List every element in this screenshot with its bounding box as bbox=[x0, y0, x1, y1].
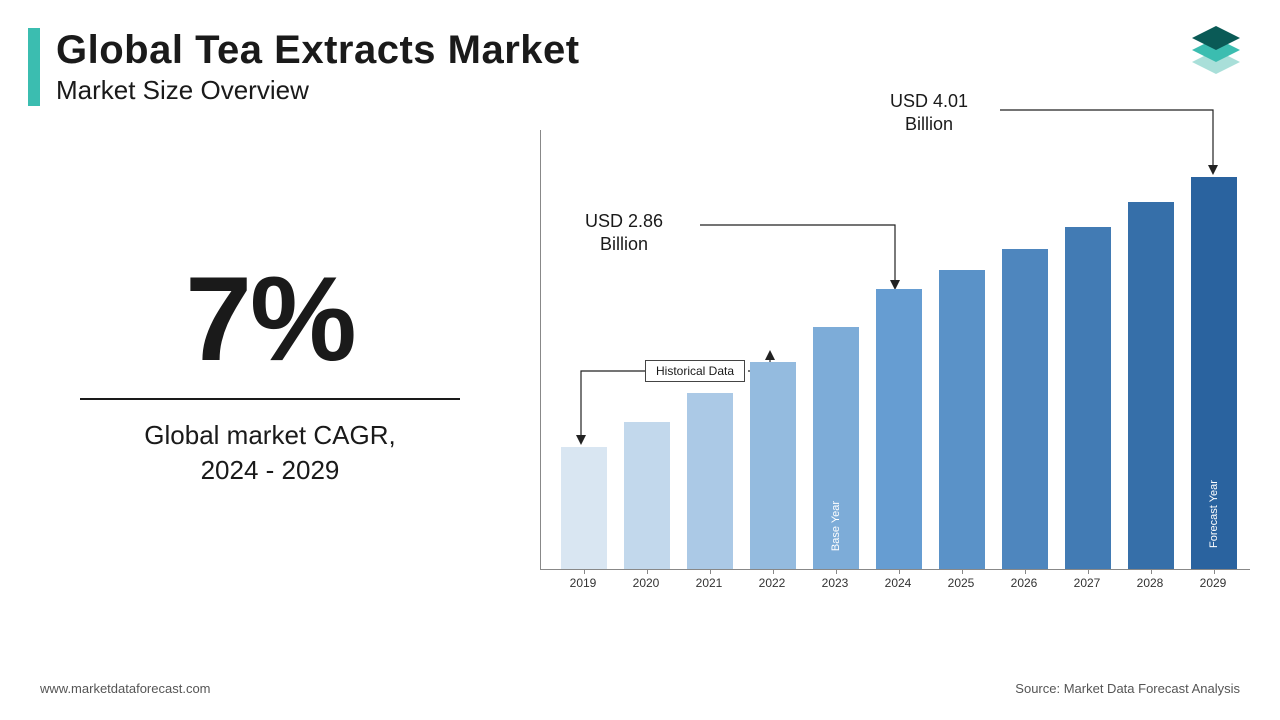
x-axis-year: 2021 bbox=[696, 576, 723, 590]
x-tick bbox=[773, 569, 774, 574]
chart-bar bbox=[1002, 249, 1048, 569]
x-tick bbox=[899, 569, 900, 574]
x-tick bbox=[1088, 569, 1089, 574]
stat-divider bbox=[80, 398, 460, 400]
x-tick bbox=[584, 569, 585, 574]
chart-bar bbox=[1128, 202, 1174, 569]
chart-bar bbox=[876, 289, 922, 569]
chart-x-axis-labels: 2019 2020 2021 2022 2023 2024 2025 2026 2027 2028… bbox=[540, 576, 1250, 596]
x-tick bbox=[710, 569, 711, 574]
cagr-caption-line2: 2024 - 2029 bbox=[201, 455, 340, 485]
callout-end-line1: USD 4.01 bbox=[890, 91, 968, 111]
bar-inner-label: Forecast Year bbox=[1208, 480, 1220, 548]
chart-bar: Forecast Year bbox=[1191, 177, 1237, 569]
chart-bar bbox=[939, 270, 985, 569]
market-size-chart: USD 2.86 Billion USD 4.01 Billion Histor… bbox=[540, 90, 1250, 610]
chart-bar: Base Year bbox=[813, 327, 859, 569]
x-axis-year: 2025 bbox=[948, 576, 975, 590]
x-axis-year: 2027 bbox=[1074, 576, 1101, 590]
x-axis-year: 2029 bbox=[1200, 576, 1227, 590]
cagr-caption: Global market CAGR, 2024 - 2029 bbox=[60, 418, 480, 488]
x-axis-year: 2026 bbox=[1011, 576, 1038, 590]
x-tick bbox=[1214, 569, 1215, 574]
cagr-value: 7% bbox=[60, 250, 480, 388]
chart-bar bbox=[1065, 227, 1111, 569]
x-axis-year: 2024 bbox=[885, 576, 912, 590]
x-tick bbox=[962, 569, 963, 574]
footer-source: Source: Market Data Forecast Analysis bbox=[1015, 681, 1240, 696]
brand-logo bbox=[1182, 20, 1250, 80]
page-subtitle: Market Size Overview bbox=[56, 75, 580, 106]
x-tick bbox=[647, 569, 648, 574]
header-titles: Global Tea Extracts Market Market Size O… bbox=[56, 28, 580, 106]
footer-url: www.marketdataforecast.com bbox=[40, 681, 211, 696]
header-accent-bar bbox=[28, 28, 40, 106]
chart-plot-area: Base Year Forecast Year bbox=[540, 130, 1250, 570]
x-tick bbox=[1151, 569, 1152, 574]
x-axis-year: 2028 bbox=[1137, 576, 1164, 590]
x-axis-year: 2020 bbox=[633, 576, 660, 590]
x-axis-year: 2019 bbox=[570, 576, 597, 590]
page-title: Global Tea Extracts Market bbox=[56, 28, 580, 73]
chart-bar bbox=[750, 362, 796, 569]
x-axis-year: 2023 bbox=[822, 576, 849, 590]
cagr-stat: 7% Global market CAGR, 2024 - 2029 bbox=[60, 250, 480, 488]
chart-bar bbox=[561, 447, 607, 569]
cagr-caption-line1: Global market CAGR, bbox=[144, 420, 395, 450]
x-axis-year: 2022 bbox=[759, 576, 786, 590]
bar-inner-label: Base Year bbox=[830, 501, 842, 551]
header: Global Tea Extracts Market Market Size O… bbox=[28, 28, 580, 106]
x-tick bbox=[836, 569, 837, 574]
stack-icon bbox=[1182, 20, 1250, 80]
chart-bar bbox=[624, 422, 670, 569]
chart-bar bbox=[687, 393, 733, 569]
callout-end-value: USD 4.01 Billion bbox=[890, 90, 968, 135]
page-root: Global Tea Extracts Market Market Size O… bbox=[0, 0, 1280, 720]
x-tick bbox=[1025, 569, 1026, 574]
